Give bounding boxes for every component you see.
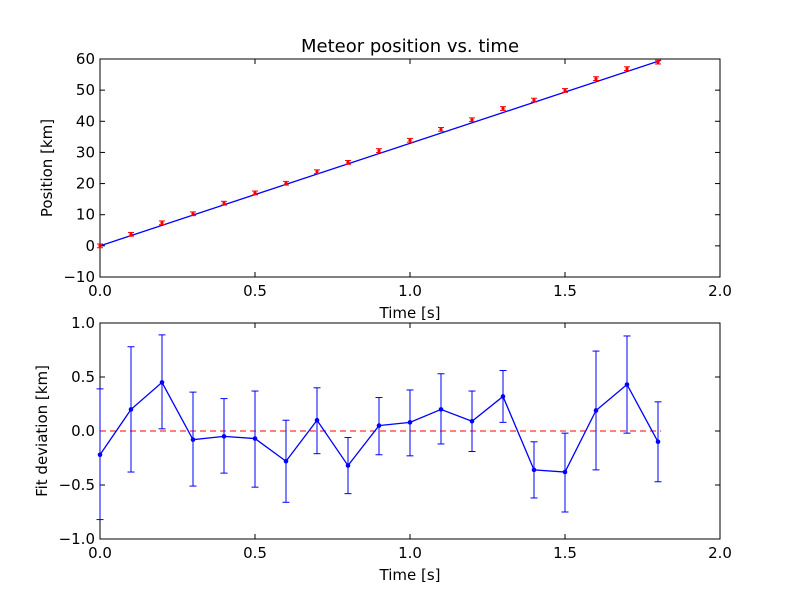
y-axis-label: Fit deviation [km] [33, 365, 51, 497]
point-marker [315, 170, 319, 174]
y-tick-label: 60 [76, 50, 95, 68]
deviation-point [252, 436, 258, 441]
data-point [531, 97, 537, 103]
deviation-point [314, 417, 320, 423]
fit-deviation-chart: 0.0 0.5 1.0 1.5 2.0 −1.0 −0.5 0.0 0.5 1.0 Time [s… [33, 314, 732, 584]
data-point [438, 127, 444, 132]
deviation-point [624, 382, 630, 387]
data-point [376, 148, 382, 153]
deviation-point [438, 407, 444, 412]
point-marker [408, 138, 412, 142]
data-point [283, 180, 289, 186]
deviation-point [190, 437, 196, 442]
point-marker [594, 77, 598, 81]
deviation-point [221, 434, 227, 439]
point-marker [563, 88, 567, 93]
x-tick-label: 1.5 [553, 282, 577, 300]
y-tick-label: 50 [76, 81, 95, 99]
y-tick-label: 10 [76, 206, 95, 224]
point-marker [191, 212, 195, 216]
data-point [252, 190, 258, 196]
x-tick-label: 0.5 [243, 544, 267, 562]
data-point [97, 243, 103, 249]
x-tick-label: 1.0 [398, 282, 422, 300]
y-tick-label: −0.5 [59, 476, 95, 494]
x-tick-label: 1.0 [398, 544, 422, 562]
data-point [159, 220, 165, 226]
tick-labels: 0.0 0.5 1.0 1.5 2.0 −1.0 −0.5 0.0 0.5 1.0 [59, 314, 732, 562]
y-tick-label: 0.5 [71, 368, 95, 386]
x-axis-label: Time [s] [379, 304, 441, 322]
point-marker [470, 118, 474, 122]
deviation-point [97, 452, 103, 458]
point-marker [284, 181, 288, 185]
data-point [655, 59, 661, 65]
data-marks [97, 59, 662, 249]
data-point [128, 231, 134, 237]
deviation-point [283, 458, 289, 464]
point-marker [439, 127, 443, 131]
point-marker [377, 148, 381, 153]
data-point [500, 106, 506, 111]
chart-title: Meteor position vs. time [301, 36, 519, 57]
deviation-point [500, 394, 506, 399]
data-point [407, 137, 413, 143]
y-tick-label: −1.0 [59, 530, 95, 548]
x-tick-label: 2.0 [708, 544, 732, 562]
y-axis-label: Position [km] [38, 119, 56, 217]
axis-ticks [99, 58, 721, 278]
data-point [469, 117, 475, 123]
deviation-point [562, 469, 568, 475]
data-marks [96, 334, 662, 521]
point-marker [532, 98, 536, 102]
point-marker [625, 67, 629, 71]
data-point [190, 211, 196, 217]
deviation-point [655, 439, 661, 445]
y-tick-label: 20 [76, 175, 95, 193]
x-tick-label: 0.0 [88, 544, 112, 562]
y-tick-label: 0 [85, 237, 95, 255]
point-marker [98, 244, 102, 248]
y-tick-label: −10 [63, 268, 95, 286]
x-axis-label: Time [s] [379, 566, 441, 584]
point-marker [129, 232, 133, 236]
data-point [593, 76, 599, 81]
data-point [221, 200, 227, 206]
x-tick-label: 0.5 [243, 282, 267, 300]
data-point [314, 169, 320, 175]
x-tick-label: 0.0 [88, 282, 112, 300]
axis-ticks [99, 322, 721, 540]
x-tick-label: 1.5 [553, 544, 577, 562]
deviation-point [159, 380, 165, 385]
position-chart: Meteor position vs. time 0.0 0.5 1.0 1.5 2.0… [38, 36, 732, 322]
point-marker [222, 201, 226, 205]
data-point [624, 66, 630, 72]
point-marker [160, 221, 164, 225]
deviation-point [407, 420, 413, 425]
point-marker [253, 191, 257, 195]
deviation-point [128, 407, 134, 412]
deviation-point [345, 463, 351, 468]
point-marker [656, 60, 660, 64]
deviation-point [531, 467, 537, 473]
point-marker [501, 106, 505, 111]
y-tick-label: 30 [76, 143, 95, 161]
deviation-point [469, 418, 475, 424]
y-tick-label: 0.0 [71, 422, 95, 440]
tick-labels: 0.0 0.5 1.0 1.5 2.0 −10 0 10 20 30 40 50 60 [63, 50, 732, 300]
data-point [345, 160, 351, 165]
y-tick-label: 1.0 [71, 314, 95, 332]
x-tick-label: 2.0 [708, 282, 732, 300]
data-point [562, 88, 568, 93]
y-tick-label: 40 [76, 112, 95, 130]
deviation-point [593, 408, 599, 413]
deviation-point [376, 423, 382, 428]
point-marker [346, 160, 350, 164]
